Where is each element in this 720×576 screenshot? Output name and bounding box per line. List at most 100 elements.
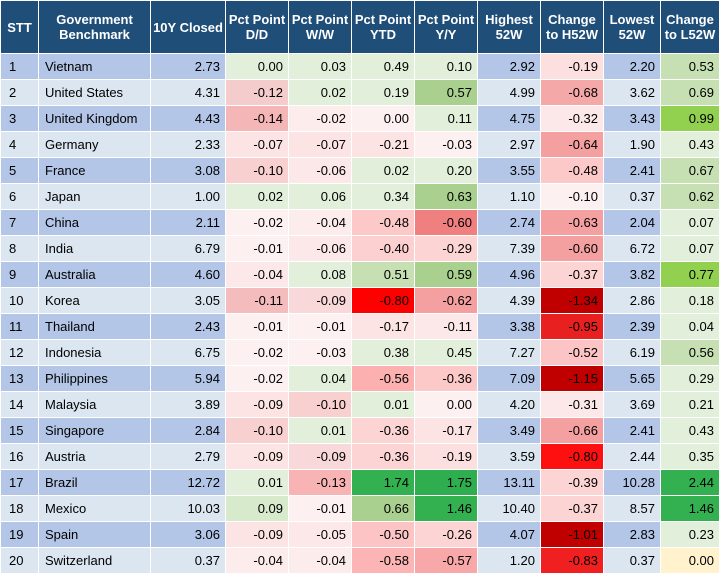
cell-lowest-52w: 1.90 <box>603 131 661 158</box>
cell-highest-52w: 2.92 <box>477 53 541 80</box>
table-row: 13 Philippines 5.94 -0.02 0.04 -0.56 -0.36 7.09… <box>0 365 720 392</box>
cell-pct-ytd: 0.66 <box>351 495 415 522</box>
cell-pct-dd: -0.01 <box>225 313 289 340</box>
cell-lowest-52w: 10.28 <box>603 469 661 496</box>
cell-10y-closed: 6.75 <box>150 339 226 366</box>
cell-country: Thailand <box>38 313 151 340</box>
cell-country: Vietnam <box>38 53 151 80</box>
cell-country: Malaysia <box>38 391 151 418</box>
cell-10y-closed: 2.84 <box>150 417 226 444</box>
cell-10y-closed: 4.31 <box>150 79 226 106</box>
cell-pct-ww: 0.08 <box>288 261 352 288</box>
header-10y-closed: 10Y Closed <box>150 0 226 54</box>
cell-stt: 15 <box>0 417 39 444</box>
cell-change-h52w: -0.19 <box>540 53 604 80</box>
cell-lowest-52w: 8.57 <box>603 495 661 522</box>
cell-pct-ytd: -0.36 <box>351 417 415 444</box>
cell-10y-closed: 5.94 <box>150 365 226 392</box>
cell-change-l52w: 0.99 <box>660 105 720 132</box>
cell-change-h52w: -0.39 <box>540 469 604 496</box>
cell-pct-ww: -0.09 <box>288 443 352 470</box>
cell-stt: 10 <box>0 287 39 314</box>
cell-change-h52w: -0.83 <box>540 547 604 574</box>
header-pct-dd: Pct Point D/D <box>225 0 289 54</box>
cell-highest-52w: 2.74 <box>477 209 541 236</box>
cell-lowest-52w: 2.41 <box>603 417 661 444</box>
cell-stt: 1 <box>0 53 39 80</box>
cell-change-l52w: 0.23 <box>660 521 720 548</box>
cell-stt: 14 <box>0 391 39 418</box>
cell-highest-52w: 10.40 <box>477 495 541 522</box>
cell-stt: 12 <box>0 339 39 366</box>
cell-highest-52w: 4.96 <box>477 261 541 288</box>
cell-pct-dd: -0.09 <box>225 521 289 548</box>
cell-pct-ytd: -0.21 <box>351 131 415 158</box>
cell-change-l52w: 0.53 <box>660 53 720 80</box>
cell-pct-dd: -0.09 <box>225 391 289 418</box>
cell-highest-52w: 2.97 <box>477 131 541 158</box>
cell-10y-closed: 6.79 <box>150 235 226 262</box>
cell-change-l52w: 0.18 <box>660 287 720 314</box>
cell-pct-ww: 0.02 <box>288 79 352 106</box>
cell-pct-ytd: -0.40 <box>351 235 415 262</box>
cell-highest-52w: 7.39 <box>477 235 541 262</box>
cell-pct-yy: -0.19 <box>414 443 478 470</box>
cell-change-l52w: 0.67 <box>660 157 720 184</box>
cell-pct-yy: 0.63 <box>414 183 478 210</box>
cell-pct-ytd: 0.49 <box>351 53 415 80</box>
cell-lowest-52w: 2.20 <box>603 53 661 80</box>
cell-change-l52w: 0.35 <box>660 443 720 470</box>
cell-lowest-52w: 5.65 <box>603 365 661 392</box>
cell-country: Japan <box>38 183 151 210</box>
cell-10y-closed: 3.05 <box>150 287 226 314</box>
cell-pct-ytd: 0.19 <box>351 79 415 106</box>
cell-lowest-52w: 0.37 <box>603 547 661 574</box>
cell-country: Indonesia <box>38 339 151 366</box>
table-row: 12 Indonesia 6.75 -0.02 -0.03 0.38 0.45 7.27 -0.… <box>0 339 720 366</box>
cell-change-l52w: 0.77 <box>660 261 720 288</box>
cell-10y-closed: 1.00 <box>150 183 226 210</box>
cell-pct-ytd: -0.17 <box>351 313 415 340</box>
cell-pct-yy: 0.10 <box>414 53 478 80</box>
header-pct-ww: Pct Point W/W <box>288 0 352 54</box>
cell-lowest-52w: 2.04 <box>603 209 661 236</box>
cell-10y-closed: 2.11 <box>150 209 226 236</box>
cell-change-l52w: 1.46 <box>660 495 720 522</box>
cell-change-l52w: 0.07 <box>660 209 720 236</box>
cell-change-h52w: -0.31 <box>540 391 604 418</box>
cell-stt: 4 <box>0 131 39 158</box>
cell-pct-dd: -0.12 <box>225 79 289 106</box>
cell-pct-ww: -0.02 <box>288 105 352 132</box>
cell-highest-52w: 3.49 <box>477 417 541 444</box>
table-row: 3 United Kingdom 4.43 -0.14 -0.02 0.00 0.11 4.7… <box>0 105 720 132</box>
cell-pct-ytd: -0.80 <box>351 287 415 314</box>
cell-pct-yy: 1.46 <box>414 495 478 522</box>
table-row: 20 Switzerland 0.37 -0.04 -0.04 -0.58 -0.57 1.2… <box>0 547 720 574</box>
cell-change-h52w: -0.48 <box>540 157 604 184</box>
cell-country: China <box>38 209 151 236</box>
table-row: 18 Mexico 10.03 0.09 -0.01 0.66 1.46 10.40 -0.37… <box>0 495 720 522</box>
cell-pct-ytd: 0.38 <box>351 339 415 366</box>
cell-stt: 17 <box>0 469 39 496</box>
cell-pct-dd: 0.01 <box>225 469 289 496</box>
table-row: 2 United States 4.31 -0.12 0.02 0.19 0.57 4.99-… <box>0 79 720 106</box>
cell-pct-dd: -0.02 <box>225 209 289 236</box>
cell-country: Mexico <box>38 495 151 522</box>
table-body: 1 Vietnam 2.73 0.00 0.03 0.49 0.10 2.92 -0.19 2.2… <box>0 53 720 574</box>
cell-stt: 6 <box>0 183 39 210</box>
cell-pct-dd: -0.02 <box>225 365 289 392</box>
cell-pct-yy: -0.17 <box>414 417 478 444</box>
cell-lowest-52w: 3.69 <box>603 391 661 418</box>
cell-10y-closed: 3.08 <box>150 157 226 184</box>
cell-pct-dd: -0.14 <box>225 105 289 132</box>
cell-pct-yy: -0.36 <box>414 365 478 392</box>
cell-highest-52w: 4.75 <box>477 105 541 132</box>
cell-stt: 8 <box>0 235 39 262</box>
cell-change-h52w: -0.64 <box>540 131 604 158</box>
cell-pct-ww: -0.01 <box>288 313 352 340</box>
cell-lowest-52w: 2.86 <box>603 287 661 314</box>
cell-pct-dd: -0.11 <box>225 287 289 314</box>
cell-highest-52w: 4.39 <box>477 287 541 314</box>
cell-change-l52w: 0.00 <box>660 547 720 574</box>
cell-pct-ytd: 0.01 <box>351 391 415 418</box>
